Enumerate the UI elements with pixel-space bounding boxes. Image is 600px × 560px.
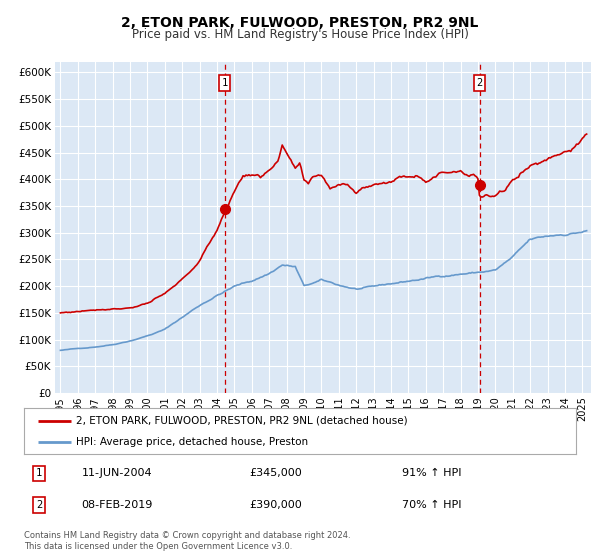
Text: HPI: Average price, detached house, Preston: HPI: Average price, detached house, Pres…: [76, 437, 308, 447]
Text: 08-FEB-2019: 08-FEB-2019: [82, 501, 152, 510]
Text: £345,000: £345,000: [250, 469, 302, 478]
Text: 2, ETON PARK, FULWOOD, PRESTON, PR2 9NL: 2, ETON PARK, FULWOOD, PRESTON, PR2 9NL: [121, 16, 479, 30]
Text: £390,000: £390,000: [250, 501, 302, 510]
Text: 70% ↑ HPI: 70% ↑ HPI: [402, 501, 462, 510]
Text: 2, ETON PARK, FULWOOD, PRESTON, PR2 9NL (detached house): 2, ETON PARK, FULWOOD, PRESTON, PR2 9NL …: [76, 416, 408, 426]
Text: 2: 2: [476, 78, 483, 88]
Text: This data is licensed under the Open Government Licence v3.0.: This data is licensed under the Open Gov…: [24, 542, 292, 550]
Text: Contains HM Land Registry data © Crown copyright and database right 2024.: Contains HM Land Registry data © Crown c…: [24, 531, 350, 540]
Text: 11-JUN-2004: 11-JUN-2004: [82, 469, 152, 478]
Text: 1: 1: [221, 78, 228, 88]
Text: 2: 2: [36, 501, 42, 510]
Text: 91% ↑ HPI: 91% ↑ HPI: [402, 469, 462, 478]
Text: 1: 1: [36, 469, 42, 478]
Text: Price paid vs. HM Land Registry's House Price Index (HPI): Price paid vs. HM Land Registry's House …: [131, 28, 469, 41]
